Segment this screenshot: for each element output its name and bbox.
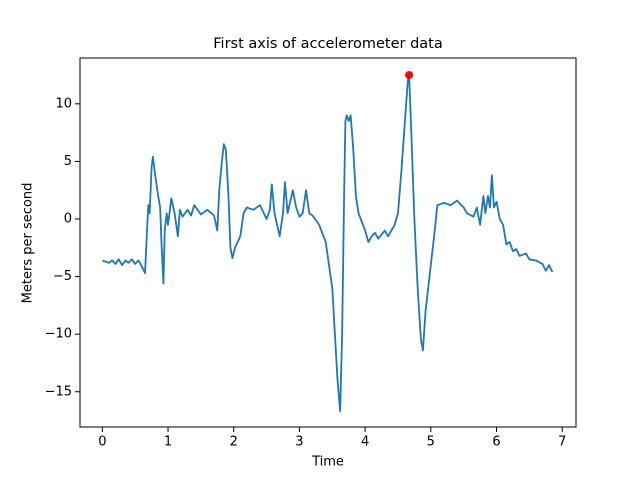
y-tick-label: 5 bbox=[64, 154, 72, 169]
x-tick-label: 7 bbox=[558, 435, 566, 450]
x-tick-label: 3 bbox=[295, 435, 303, 450]
x-tick-label: 6 bbox=[492, 435, 500, 450]
x-tick-label: 0 bbox=[98, 435, 106, 450]
x-tick-label: 2 bbox=[230, 435, 238, 450]
y-tick-label: −10 bbox=[45, 327, 72, 342]
y-tick-label: 0 bbox=[64, 212, 72, 227]
max-point bbox=[405, 71, 414, 80]
plot-frame bbox=[79, 57, 577, 428]
y-tick-label: −15 bbox=[45, 384, 72, 399]
chart-title: First axis of accelerometer data bbox=[213, 36, 442, 52]
x-axis-label: Time bbox=[311, 455, 344, 470]
y-axis-label: Meters per second bbox=[21, 183, 36, 304]
x-tick-label: 4 bbox=[361, 435, 369, 450]
y-tick-label: −5 bbox=[53, 269, 72, 284]
y-tick-label: 10 bbox=[55, 96, 72, 111]
x-tick-label: 5 bbox=[427, 435, 435, 450]
x-tick-label: 1 bbox=[164, 435, 172, 450]
data-line bbox=[102, 74, 554, 413]
